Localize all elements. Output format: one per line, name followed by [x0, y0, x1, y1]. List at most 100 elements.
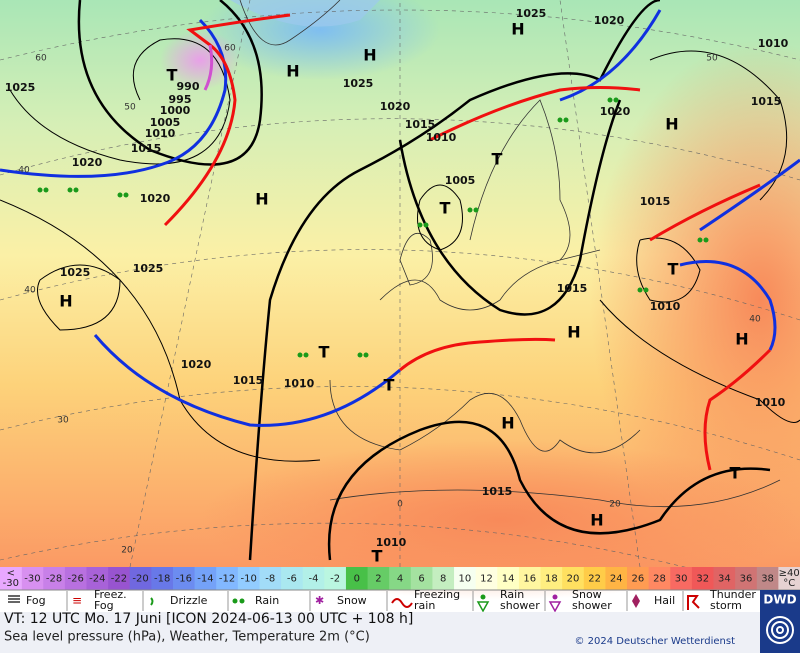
isobar-label: 1020	[140, 192, 171, 205]
rain-dot	[363, 352, 369, 358]
grid-label: 60	[224, 44, 236, 54]
isobar-label: 1020	[181, 358, 212, 371]
pressure-center: H	[735, 330, 748, 349]
scale-cell	[324, 567, 347, 590]
scale-label: 36	[740, 574, 753, 585]
scale-label: -10	[240, 574, 256, 585]
grid-label: 40	[18, 166, 30, 176]
isobar-label: 1015	[640, 195, 671, 208]
rain-dot	[557, 117, 563, 123]
scale-label: 32	[696, 574, 709, 585]
scale-cell	[237, 567, 260, 590]
rain-dot	[613, 97, 619, 103]
scale-cell	[778, 567, 800, 590]
scale-cell	[410, 567, 433, 590]
scale-label: -24	[89, 574, 105, 585]
icon	[150, 597, 154, 606]
scale-cell	[670, 567, 693, 590]
grid-label: 30	[57, 416, 69, 426]
scale-label: ≥40	[779, 568, 800, 579]
rain-dot	[297, 352, 303, 358]
scale-cell	[129, 567, 152, 590]
scale-cell	[43, 567, 66, 590]
legend-label: Rain	[255, 594, 279, 607]
scale-label: 30	[675, 574, 688, 585]
scale-cell	[713, 567, 736, 590]
scale-cell	[454, 567, 477, 590]
icon	[391, 598, 413, 608]
scale-label: 2	[375, 574, 381, 585]
isobar-label: 1020	[600, 105, 631, 118]
scale-cell	[151, 567, 174, 590]
scale-label: 10	[458, 574, 471, 585]
icon: ✱	[315, 594, 324, 607]
isobar-label: 1015	[405, 118, 436, 131]
icon: ≡	[72, 594, 82, 608]
scale-label: 24	[610, 574, 623, 585]
grid-label: 20	[609, 500, 621, 510]
legend-label: storm	[710, 599, 742, 612]
icon	[632, 594, 640, 608]
scale-label: <	[7, 568, 15, 579]
isobar-label: 1010	[145, 127, 176, 140]
scale-label: 0	[354, 574, 360, 585]
scale-label: -30	[3, 578, 19, 589]
fronts	[0, 9, 800, 471]
scale-cell	[302, 567, 325, 590]
rain-dot	[563, 117, 569, 123]
isobar-label: 1025	[133, 262, 164, 275]
isobar-label: 1005	[150, 116, 181, 129]
rain-dot	[643, 287, 649, 293]
scale-label: -28	[46, 574, 62, 585]
scale-cell	[475, 567, 498, 590]
rain-dot	[117, 192, 123, 198]
isobar-label: 1020	[72, 156, 103, 169]
scale-cell	[691, 567, 715, 590]
scale-cell	[627, 567, 650, 590]
legend-label: Thunder	[709, 588, 756, 601]
icon	[687, 595, 700, 610]
scale-cell	[518, 567, 542, 590]
legend-label: Fog	[94, 599, 114, 612]
isobar-label: 1010	[755, 396, 786, 409]
isobar-label: 1020	[380, 100, 411, 113]
scale-label: -26	[68, 574, 84, 585]
isobar-label: 1000	[160, 104, 191, 117]
pressure-center: T	[440, 199, 451, 218]
scale-label: °C	[783, 578, 795, 589]
rain-dot	[423, 222, 429, 228]
scale-label: 18	[545, 574, 558, 585]
pressure-center: T	[730, 464, 741, 483]
rain-dot	[43, 187, 49, 193]
scale-label: -20	[132, 574, 148, 585]
scale-label: -8	[265, 574, 275, 585]
grid-label: 50	[706, 54, 718, 64]
pressure-center: H	[665, 115, 678, 134]
grid-label: 0	[397, 500, 403, 510]
rain-dot	[73, 187, 79, 193]
scale-label: 20	[567, 574, 580, 585]
scale-cell	[562, 567, 585, 590]
scale-label: 8	[440, 574, 446, 585]
legend-label: Freez.	[94, 588, 127, 601]
scale-label: 14	[502, 574, 515, 585]
isobar-label: 1025	[516, 7, 547, 20]
rain-dot	[37, 187, 43, 193]
scale-cell	[367, 567, 390, 590]
scale-cell	[172, 567, 196, 590]
isobar-label: 1010	[650, 300, 681, 313]
isobar-label: 1015	[131, 142, 162, 155]
logo-text: DWD	[763, 593, 796, 607]
legend-label: Rain	[500, 588, 524, 601]
scale-cell	[216, 567, 239, 590]
legend-label: shower	[572, 599, 612, 612]
scale-cell	[21, 567, 44, 590]
scale-label: -30	[24, 574, 40, 585]
icon	[548, 601, 562, 613]
map-labels: 1025 990995100010051010101510201020102510…	[5, 7, 789, 566]
isobar-label: 1010	[758, 37, 789, 50]
icon	[552, 594, 558, 600]
scale-cell	[345, 567, 369, 590]
pressure-center: H	[59, 292, 72, 311]
